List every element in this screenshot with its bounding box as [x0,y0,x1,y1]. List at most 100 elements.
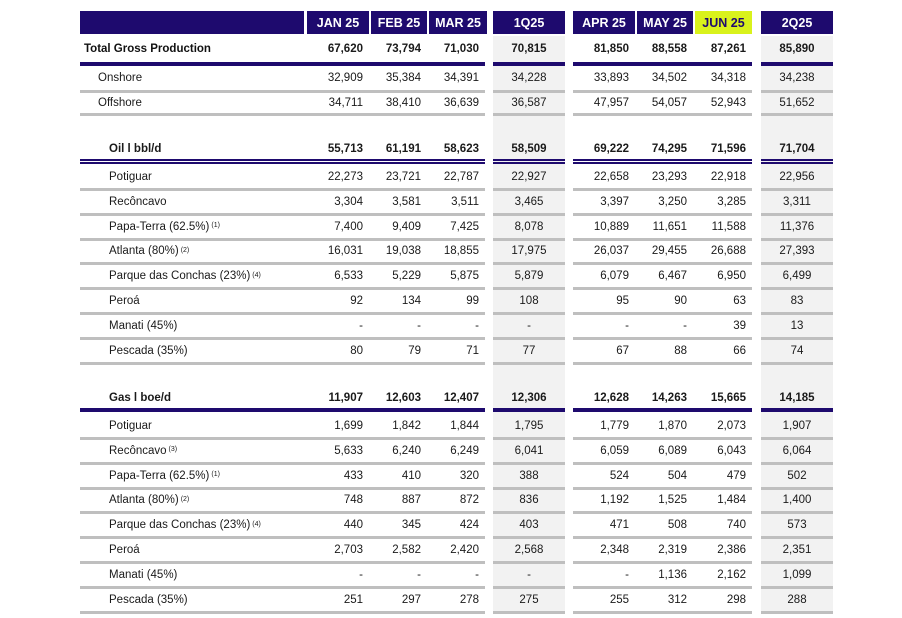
value-cell: 22,658 [593,171,629,183]
row-separator [493,262,565,266]
value-cell: 71,704 [779,143,815,155]
row-separator [493,336,565,340]
value-cell: 7,400 [334,220,363,233]
value-cell: 3,250 [658,195,687,208]
value-cell: 2,162 [717,568,746,581]
value-cell: 2,351 [782,544,812,556]
row-separator [761,90,833,93]
value-cell: 6,467 [658,270,687,283]
oil-field-row: Peroá 92 134 99 108 95 90 63 83 [80,289,833,313]
total-gross-production-row: Total Gross Production 67,620 73,794 71,030… [80,36,833,62]
value-cell: 34,711 [328,97,363,109]
value-cell: 34,228 [511,72,547,84]
value-cell: 108 [519,295,539,307]
value-cell: 10,889 [593,220,629,233]
row-separator [80,437,485,440]
value-cell: 479 [726,469,746,482]
row-separator [761,212,833,216]
value-cell: 22,787 [443,171,479,183]
oil-field-row: Parque das Conchas (23%) (4) 6,533 5,229 5,8… [80,264,833,288]
row-separator [573,62,752,66]
value-cell: 345 [401,519,421,532]
value-cell: 22,273 [327,171,363,183]
footnote-marker: (3) [168,446,178,454]
row-label-text: Oil l bbl/d [109,143,162,155]
row-separator [80,486,485,490]
row-label-text: Atlanta (80%) [109,245,179,258]
value-cell: 288 [787,593,807,606]
row-separator [761,312,833,315]
value-cell: 524 [609,469,629,482]
row-label: Peroá [80,289,304,313]
row-label-text: Potiguar [109,420,152,432]
value-cell: 71,030 [443,43,479,55]
value-cell: 312 [667,593,687,606]
row-separator [493,486,565,490]
row-separator [573,437,752,440]
row-separator [80,90,485,93]
row-separator [80,408,485,412]
value-cell: 1,484 [717,494,746,507]
value-cell: 403 [519,519,539,532]
value-cell: 13 [790,319,804,332]
value-cell: 3,511 [451,195,479,208]
value-cell: 61,191 [385,143,421,155]
row-separator [493,90,565,93]
row-label: Parque das Conchas (23%) (4) [80,264,304,288]
value-cell: 11,588 [711,220,746,233]
value-cell: 18,855 [443,245,479,258]
oil-field-row: Pescada (35%) 80 79 71 77 67 88 66 74 [80,339,833,363]
value-cell: 1,525 [658,494,687,507]
value-cell: 3,311 [783,195,811,208]
row-separator [493,361,565,365]
row-separator [493,461,565,465]
value-cell: - [475,568,479,581]
value-cell: 70,815 [511,43,547,55]
row-label: Pescada (35%) [80,588,304,612]
value-cell: 58,623 [443,143,479,155]
row-separator [761,237,833,241]
value-cell: 15,665 [710,392,746,404]
row-separator [80,610,485,614]
row-separator [761,511,833,515]
value-cell: 38,410 [385,97,421,109]
row-label: Atlanta (80%) (2) [80,239,304,263]
gas-field-row: Recôncavo (3) 5,633 6,240 6,249 6,041 6,059 6,0… [80,439,833,463]
row-separator [573,262,752,266]
oil-field-row: Manati (45%) - - - - - - 39 13 [80,314,833,338]
row-separator [80,113,485,116]
value-cell: 11,907 [328,392,363,404]
value-cell: 74,295 [651,143,687,155]
onshore-row: Onshore 32,909 35,384 34,391 34,228 33,893 34,… [80,66,833,90]
value-cell: 748 [343,494,363,507]
row-separator [493,511,565,515]
value-cell: 34,391 [443,72,479,84]
value-cell: 5,879 [514,270,544,283]
value-cell: 47,957 [593,97,629,109]
row-separator [761,461,833,465]
row-label-text: Total Gross Production [84,43,211,55]
row-separator [761,287,833,291]
value-cell: 16,031 [327,245,363,258]
value-cell: 5,229 [392,270,421,283]
value-cell: 1,870 [658,420,687,432]
value-cell: 1,779 [600,420,629,432]
value-cell: 1,400 [782,494,812,507]
row-separator [493,287,565,291]
gas-field-row: Potiguar 1,699 1,842 1,844 1,795 1,779 1,870 2,… [80,414,833,438]
value-cell: 8,078 [514,220,544,233]
footnote-marker: (2) [180,495,190,503]
value-cell: 6,059 [600,444,629,457]
row-separator [573,461,752,465]
footnote-marker: (4) [252,271,261,279]
row-separator [493,536,565,540]
gas-field-row: Peroá 2,703 2,582 2,420 2,568 2,348 2,319 2,386… [80,538,833,562]
row-separator [761,437,833,440]
value-cell: 83 [790,295,804,307]
value-cell: 2,582 [392,544,421,556]
value-cell: 275 [519,593,539,606]
value-cell: 88 [674,344,687,357]
row-separator [573,408,752,412]
value-cell: 22,956 [779,171,815,183]
value-cell: 79 [408,344,421,357]
